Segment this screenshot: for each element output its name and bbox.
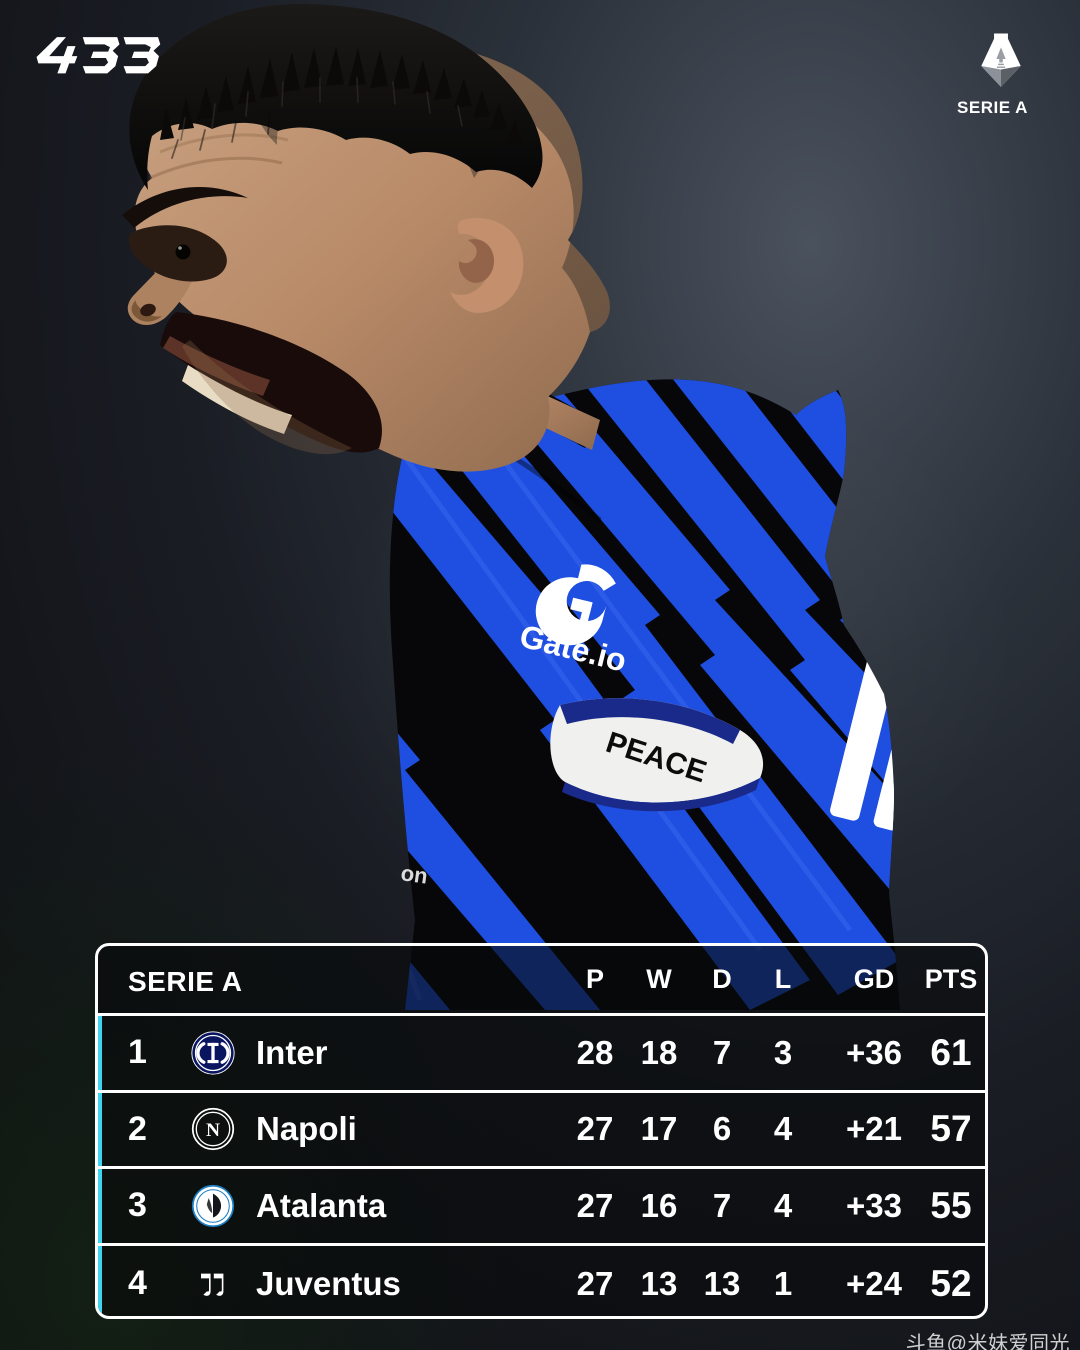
svg-text:LAUTARO: LAUTARO [751,179,861,341]
svg-text:on: on [399,860,429,888]
svg-text:N: N [206,1120,220,1141]
